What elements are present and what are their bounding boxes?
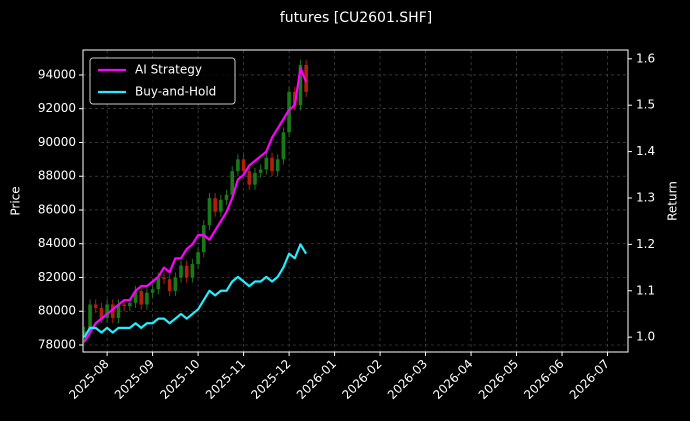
y-tick-label: 82000 [38,270,76,284]
candle-body [236,159,240,172]
candle-body [230,171,235,195]
candle-body [162,277,166,280]
y-tick-label: 92000 [38,101,76,115]
y2-tick-label: 1.1 [636,283,655,297]
candle-body [264,157,269,170]
y-tick-label: 80000 [38,304,76,318]
candle-body [190,263,195,278]
candle-body [167,279,172,291]
candle-body [150,289,155,293]
candle-body [105,304,109,318]
candle-body [201,225,206,253]
candle-body [82,331,87,339]
candle-body [270,157,274,172]
candle-body [116,304,121,318]
candle-body [133,290,138,303]
candle-body [139,290,144,305]
y2-axis-label: Return [666,181,680,221]
candle-body [247,171,252,185]
candle-body [110,304,115,318]
y-tick-label: 90000 [38,135,76,149]
line-series [83,243,308,338]
y2-tick-label: 1.2 [636,237,655,251]
candle-body [304,64,308,92]
y2-tick-label: 1.4 [636,144,655,158]
candle-body [213,198,217,212]
candle-body [219,199,223,212]
y-tick-label: 84000 [38,236,76,250]
y-axis-label: Price [9,186,23,215]
line-series [83,66,308,343]
candle-body [179,265,183,278]
y-tick-label: 86000 [38,202,76,216]
y-tick-label: 88000 [38,169,76,183]
y2-tick-label: 1.3 [636,190,655,204]
y2-tick-label: 1.6 [636,51,655,65]
plot-frame [82,49,629,353]
legend-label: AI Strategy [135,63,202,77]
candle-body [275,159,280,172]
candle-body [173,277,178,291]
candle-body [156,277,161,290]
candle-body [258,169,263,173]
candle-body [88,304,92,332]
candle-body [99,307,104,318]
candle-body [253,172,257,185]
candle-body [298,64,303,106]
y-tick-label: 94000 [38,67,76,81]
candle-body [93,304,98,308]
legend-label: Buy-and-Hold [135,85,216,99]
y-tick-label: 78000 [38,337,76,351]
candle-body [122,304,126,307]
candle-body [287,91,291,133]
candle-body [145,292,149,305]
chart-title: futures [CU2601.SHF] [280,10,432,26]
candle-body [281,132,286,160]
candle-body [128,302,132,307]
candle-body [207,198,212,226]
y2-tick-label: 1.0 [636,330,655,344]
candle-body [184,265,189,278]
y2-tick-label: 1.5 [636,98,655,112]
legend-box [89,57,236,105]
candle-body [196,252,200,264]
candle-body [241,159,246,172]
candle-body [224,194,229,200]
